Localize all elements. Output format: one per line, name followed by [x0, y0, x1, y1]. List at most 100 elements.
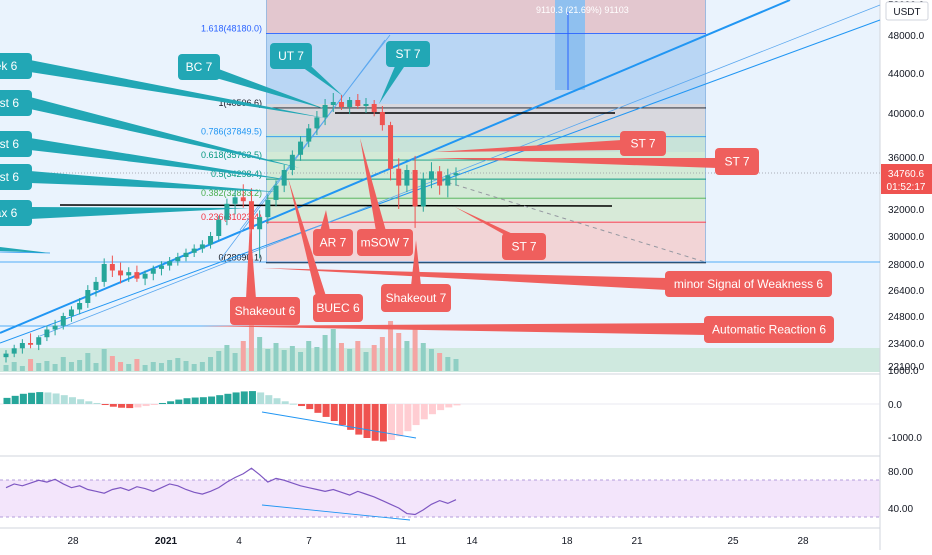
callout-bc7-text: BC 7 — [186, 60, 213, 74]
callout-st7-top-text: ST 7 — [395, 47, 420, 61]
candle-body — [183, 252, 189, 257]
volume-bar — [3, 365, 9, 371]
st7-low-pointer — [455, 207, 515, 235]
candle-body — [224, 203, 230, 220]
volume-bar — [77, 360, 83, 371]
macd-histogram-bar — [101, 404, 109, 406]
parallel-channel-line — [39, 4, 881, 337]
volume-bar — [453, 359, 459, 371]
macd-histogram-bar — [36, 392, 44, 404]
volume-bar — [412, 325, 418, 371]
price-scale-tick-6: 30000.0 — [888, 232, 925, 243]
left-short-level — [0, 251, 51, 254]
volume-bar — [273, 343, 279, 371]
callout-ax6-text: ax 6 — [0, 206, 18, 220]
price-scale-tick-1: 48000.0 — [888, 31, 925, 42]
candle-body — [85, 290, 91, 303]
volume-bar — [445, 357, 451, 371]
callout-est6-c-text: est 6 — [0, 170, 19, 184]
macd-histogram-bar — [60, 395, 68, 404]
macd-histogram-bar — [93, 402, 101, 404]
candle-body — [68, 309, 74, 316]
volume-bar — [36, 363, 42, 371]
price-scale-tick-10: 23400.0 — [888, 339, 925, 350]
candle-body — [150, 268, 156, 274]
time-axis-tick-0: 28 — [67, 536, 79, 547]
rsi-scale-tick-0: 80.00 — [888, 467, 913, 478]
callout-est6-a-text: est 6 — [0, 96, 19, 110]
ek6-pointer — [30, 60, 325, 118]
candle-body — [28, 343, 34, 345]
est6b-pointer — [30, 138, 290, 180]
rsi-band — [0, 480, 880, 517]
macd-histogram-bar — [28, 392, 36, 404]
countdown-label: 01:52:17 — [887, 182, 926, 193]
candle-body — [158, 265, 164, 269]
time-axis-tick-4: 11 — [396, 536, 407, 547]
volume-bar — [60, 357, 66, 371]
fib-level-label-4: 0.5(34298.4) — [211, 169, 262, 179]
macd-histogram-bar — [298, 404, 306, 407]
volume-bar — [379, 337, 385, 371]
ax6-pointer — [30, 207, 250, 219]
macd-histogram-bar — [248, 391, 256, 404]
candle-body — [134, 272, 140, 279]
volume-bar — [248, 323, 254, 371]
macd-histogram-bar — [52, 393, 60, 404]
buec6-pointer — [288, 178, 326, 296]
volume-bar — [330, 329, 336, 371]
volume-bar — [306, 341, 312, 371]
volume-bar — [363, 352, 369, 371]
est6a-pointer — [30, 97, 300, 168]
candle-body — [248, 201, 254, 230]
macd-histogram-bar — [363, 404, 371, 438]
candle-body — [11, 348, 17, 354]
projection-dashed-line — [439, 179, 706, 263]
volume-bar — [28, 359, 34, 371]
candle-body — [306, 128, 312, 142]
macd-histogram-bar — [240, 391, 248, 404]
time-axis-tick-1: 2021 — [155, 536, 178, 547]
volume-bar — [216, 351, 222, 371]
volume-bar — [388, 321, 394, 371]
macd-scale-tick-0: 1000.0 — [888, 366, 919, 377]
callout-ar7-text: AR 7 — [320, 236, 347, 250]
candle-body — [240, 197, 246, 202]
callout-ek6-box — [0, 53, 32, 79]
volume-bar — [420, 343, 426, 371]
candle-body — [19, 343, 25, 349]
volume-bar — [44, 361, 50, 371]
callout-msow7-text: mSOW 7 — [361, 236, 410, 250]
macd-histogram-bar — [199, 397, 207, 404]
zone-left-edge — [266, 0, 267, 263]
shakeout6-pointer — [246, 222, 256, 299]
macd-histogram-bar — [355, 404, 363, 435]
volume-bar — [208, 357, 214, 371]
time-axis-tick-2: 4 — [236, 536, 242, 547]
ut7-pointer — [302, 67, 343, 96]
candle-body — [355, 100, 361, 106]
callout-est6-c-box — [0, 164, 32, 190]
macd-histogram-bar — [388, 404, 396, 441]
macd-histogram-bar — [445, 404, 453, 408]
st7-right-a-pointer — [434, 140, 622, 152]
macd-histogram-bar — [11, 395, 19, 404]
macd-histogram-bar — [77, 399, 85, 404]
price-scale-tick-9: 24800.0 — [888, 312, 925, 323]
callout-st7-right-b-text: ST 7 — [724, 155, 749, 169]
fib-level-label-2: 0.786(37849.5) — [201, 127, 262, 137]
volume-bar — [224, 345, 230, 371]
candle-body — [118, 270, 124, 276]
macd-divergence-line — [261, 411, 417, 439]
last-price-badge — [881, 164, 932, 194]
candle-body — [363, 104, 369, 106]
time-axis-tick-5: 14 — [466, 536, 478, 547]
callout-ut7-text: UT 7 — [278, 49, 304, 63]
volume-bar — [109, 356, 115, 371]
macd-histogram-bar — [175, 399, 183, 404]
macd-scale-tick-2: -1000.0 — [888, 433, 922, 444]
macd-histogram-bar — [109, 404, 117, 407]
time-axis-tick-9: 28 — [797, 536, 809, 547]
